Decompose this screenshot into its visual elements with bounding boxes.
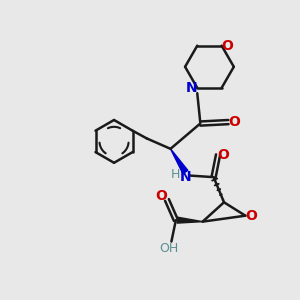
Polygon shape bbox=[170, 149, 188, 174]
Text: O: O bbox=[221, 39, 233, 53]
Text: O: O bbox=[228, 115, 240, 129]
Text: N: N bbox=[186, 81, 198, 95]
Text: O: O bbox=[245, 209, 257, 223]
Text: O: O bbox=[218, 148, 230, 162]
Text: N: N bbox=[180, 170, 192, 184]
Text: OH: OH bbox=[159, 242, 178, 255]
Polygon shape bbox=[177, 217, 202, 223]
Text: H: H bbox=[170, 168, 180, 181]
Text: O: O bbox=[156, 189, 167, 203]
